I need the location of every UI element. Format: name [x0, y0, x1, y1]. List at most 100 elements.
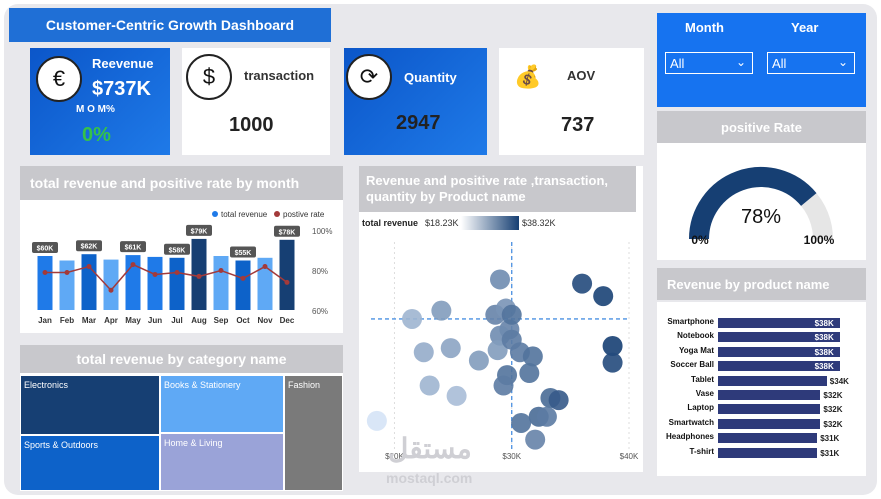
scatter-point: [522, 346, 543, 367]
rate-point: [174, 269, 180, 275]
scatter-point: [440, 338, 461, 359]
treemap-cell[interactable]: Electronics: [20, 375, 160, 435]
month-bar: [103, 259, 119, 310]
legend-rate: postive rate: [283, 210, 325, 219]
product-bar: [718, 318, 840, 328]
product-bar: [718, 404, 821, 415]
page-title: Customer-Centric Growth Dashboard: [9, 8, 331, 42]
month-tick-label: Mar: [82, 316, 96, 325]
month-bar: [81, 254, 97, 310]
month-tick-label: Jan: [38, 316, 52, 325]
product-bar: [718, 332, 840, 343]
month-tick-label: Oct: [236, 316, 250, 325]
bar-data-label-bg: [32, 242, 58, 253]
scatter-point: [468, 350, 489, 371]
scatter-point: [487, 340, 508, 361]
treemap-cell[interactable]: Fashion: [284, 375, 343, 491]
scatter-title: Revenue and positive rate ,transaction, …: [359, 166, 636, 212]
scatter-chart: total revenue $18.23K $38.32K $20K $30K $4…: [362, 216, 639, 461]
scatter-point: [431, 300, 452, 321]
scatter-x-tick: $40K: [620, 452, 639, 461]
scatter-x-tick: $30K: [502, 452, 521, 461]
month-select[interactable]: All ⌄: [665, 52, 753, 74]
month-bar: [213, 256, 229, 310]
month-tick-label: Feb: [60, 316, 74, 325]
product-label: Smartwatch: [668, 417, 714, 427]
product-bar: [718, 418, 821, 429]
product-value-label: $38K: [814, 362, 834, 372]
product-label: Headphones: [665, 432, 714, 442]
chevron-down-icon: ⌄: [735, 55, 746, 69]
kpi-card-transaction: $ transaction 1000: [182, 48, 330, 155]
product-bar: [718, 433, 818, 444]
rate-point: [284, 279, 290, 285]
bar-data-label: $62K: [81, 244, 98, 251]
bar-data-label: $78K: [279, 229, 296, 236]
kpi-card-aov: 💰 AOV 737: [499, 48, 644, 155]
scatter-point: [572, 273, 593, 294]
rate-point: [152, 271, 158, 277]
bar-data-label: $61K: [125, 245, 142, 252]
scatter-point: [493, 375, 514, 396]
product-bar: [718, 447, 818, 458]
treemap-cell[interactable]: Sports & Outdoors: [20, 435, 160, 491]
gauge-title: positive Rate: [657, 111, 866, 143]
product-bar: [718, 346, 840, 357]
gauge-fill: [689, 167, 817, 240]
bar-data-label-bg: [186, 224, 212, 236]
scatter-point: [602, 352, 623, 373]
month-tick-label: Dec: [280, 316, 295, 325]
product-label: T-shirt: [689, 446, 714, 456]
month-label: Month: [685, 20, 724, 35]
dollar-coin-icon: $: [186, 54, 232, 100]
month-bar: [59, 260, 75, 310]
kpi-transaction-value: 1000: [229, 114, 274, 136]
kpi-quantity-title: Quantity: [404, 70, 457, 85]
euro-icon: €: [36, 56, 82, 102]
rate-point: [64, 269, 70, 275]
product-bar: [718, 361, 840, 372]
scatter-point: [490, 269, 510, 290]
y2-tick-label: 80%: [312, 267, 328, 276]
product-value-label: $32K: [823, 405, 843, 415]
month-bar: [257, 257, 273, 310]
scatter-point: [525, 429, 546, 450]
rate-point: [42, 269, 48, 275]
scatter-point: [593, 286, 614, 307]
kpi-quantity-value: 2947: [396, 112, 441, 134]
bar-data-label-bg: [274, 225, 300, 237]
gauge-max: 100%: [804, 233, 835, 247]
filter-panel: Month Year All ⌄ All ⌄: [657, 13, 866, 107]
month-tick-label: May: [125, 316, 141, 325]
month-tick-label: Nov: [257, 316, 273, 325]
kpi-transaction-title: transaction: [244, 68, 315, 83]
month-tick-label: Jun: [148, 316, 162, 325]
product-value-label: $38K: [814, 333, 834, 343]
scatter-point: [536, 406, 557, 427]
legend-marker-revenue: [212, 211, 218, 217]
rate-point: [196, 273, 202, 279]
product-value-label: $32K: [823, 391, 843, 400]
treemap-cell[interactable]: Books & Stationery: [160, 375, 284, 433]
month-bar: [169, 257, 185, 310]
scatter-point: [402, 308, 423, 329]
scatter-point: [419, 375, 440, 396]
scatter-legend-gradient: [461, 216, 519, 230]
bar-data-label-bg: [164, 243, 190, 255]
scatter-point: [602, 336, 623, 356]
bar-data-label: $55K: [235, 250, 252, 257]
product-label: Notebook: [677, 331, 714, 341]
bar-data-label: $79K: [191, 228, 208, 235]
product-label: Soccer Ball: [670, 360, 714, 370]
month-tick-label: Sep: [214, 316, 229, 325]
product-revenue-card: [657, 302, 866, 476]
treemap-cell[interactable]: Home & Living: [160, 433, 284, 491]
product-value-label: $34K: [829, 376, 849, 386]
chevron-down-icon: ⌄: [837, 55, 848, 69]
scatter-point: [366, 410, 387, 431]
product-label: Laptop: [687, 403, 714, 413]
gauge-value: 78%: [741, 206, 781, 228]
year-select[interactable]: All ⌄: [767, 52, 855, 74]
gauge-card: [657, 143, 866, 260]
y2-tick-label: 100%: [312, 227, 332, 236]
